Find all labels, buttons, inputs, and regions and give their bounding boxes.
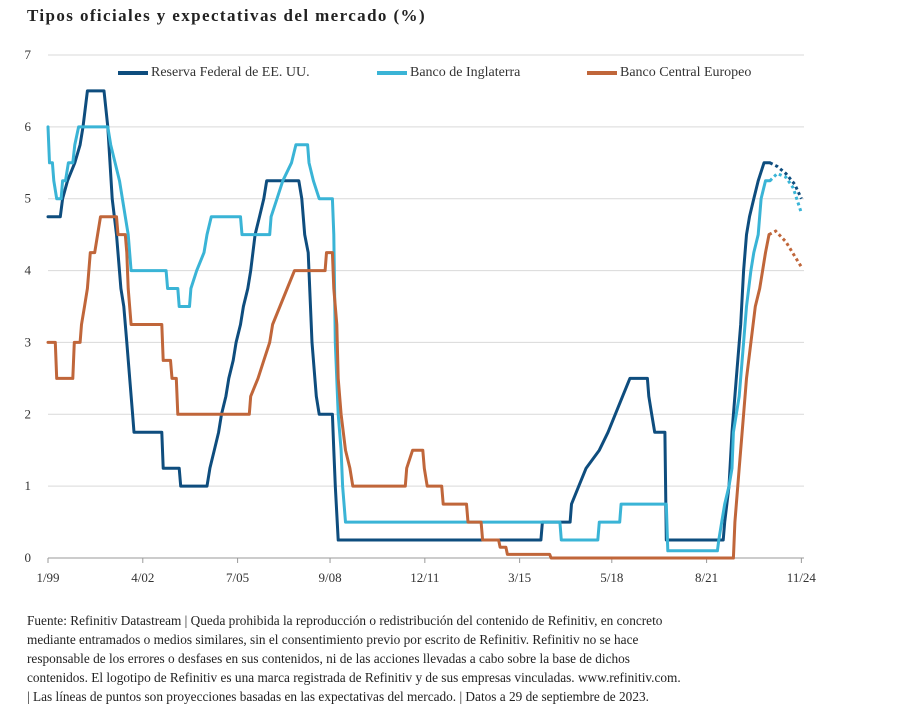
series-line [46, 89, 772, 542]
legend-item: Reserva Federal de EE. UU. [118, 65, 310, 81]
x-tick-label: 8/21 [695, 570, 718, 585]
legend-item: Banco Central Europeo [587, 65, 751, 81]
y-tick-label: 1 [25, 478, 32, 493]
x-tick-label: 1/99 [36, 570, 59, 585]
line-chart: 0 1 2 3 4 5 6 7 1/99 4/02 7/05 9/08 12/11 3/15 5/18 8/… [25, 47, 817, 585]
x-tick-label: 9/08 [318, 570, 341, 585]
x-tick-label: 12/11 [410, 570, 439, 585]
y-tick-label: 6 [25, 119, 32, 134]
y-tick-label: 7 [25, 47, 32, 62]
x-tick-label: 7/05 [226, 570, 249, 585]
y-axis-ticks: 0 1 2 3 4 5 6 7 [25, 47, 32, 565]
y-tick-label: 5 [25, 191, 32, 206]
series-line [46, 125, 772, 553]
x-tick-label: 11/24 [787, 570, 817, 585]
legend-label: Reserva Federal de EE. UU. [151, 65, 310, 80]
legend-label: Banco de Inglaterra [410, 65, 521, 80]
y-tick-label: 2 [25, 406, 32, 421]
y-tick-label: 4 [25, 263, 32, 278]
footnote-line: mediante entramados o medios similares, … [27, 632, 639, 647]
legend-swatch [118, 71, 148, 75]
x-tick-label: 3/15 [508, 570, 531, 585]
y-tick-label: 3 [25, 334, 32, 349]
chart-title: Tipos oficiales y expectativas del merca… [27, 6, 427, 25]
x-axis-ticks: 1/99 4/02 7/05 9/08 12/11 3/15 5/18 8/21 11/24 [36, 558, 816, 585]
x-tick-label: 5/18 [600, 570, 623, 585]
legend-label: Banco Central Europeo [620, 65, 752, 80]
series-lines [46, 89, 803, 560]
footnote-line: contenidos. El logotipo de Refinitiv es … [27, 670, 681, 685]
source-footnote: Fuente: Refinitiv Datastream | Queda pro… [27, 611, 847, 706]
series-projection-line [768, 229, 803, 268]
footnote-line: | Las líneas de puntos son proyecciones … [27, 689, 649, 704]
legend-swatch [587, 71, 617, 75]
legend-swatch [377, 71, 407, 75]
x-tick-label: 4/02 [131, 570, 154, 585]
series-projection-line [768, 171, 803, 214]
footnote-line: responsable de los errores o desfases en… [27, 651, 630, 666]
series-line [46, 215, 771, 560]
legend-item: Banco de Inglaterra [377, 65, 520, 81]
footnote-line: Fuente: Refinitiv Datastream | Queda pro… [27, 613, 663, 628]
y-tick-label: 0 [25, 550, 32, 565]
series-projection-line [769, 161, 803, 200]
